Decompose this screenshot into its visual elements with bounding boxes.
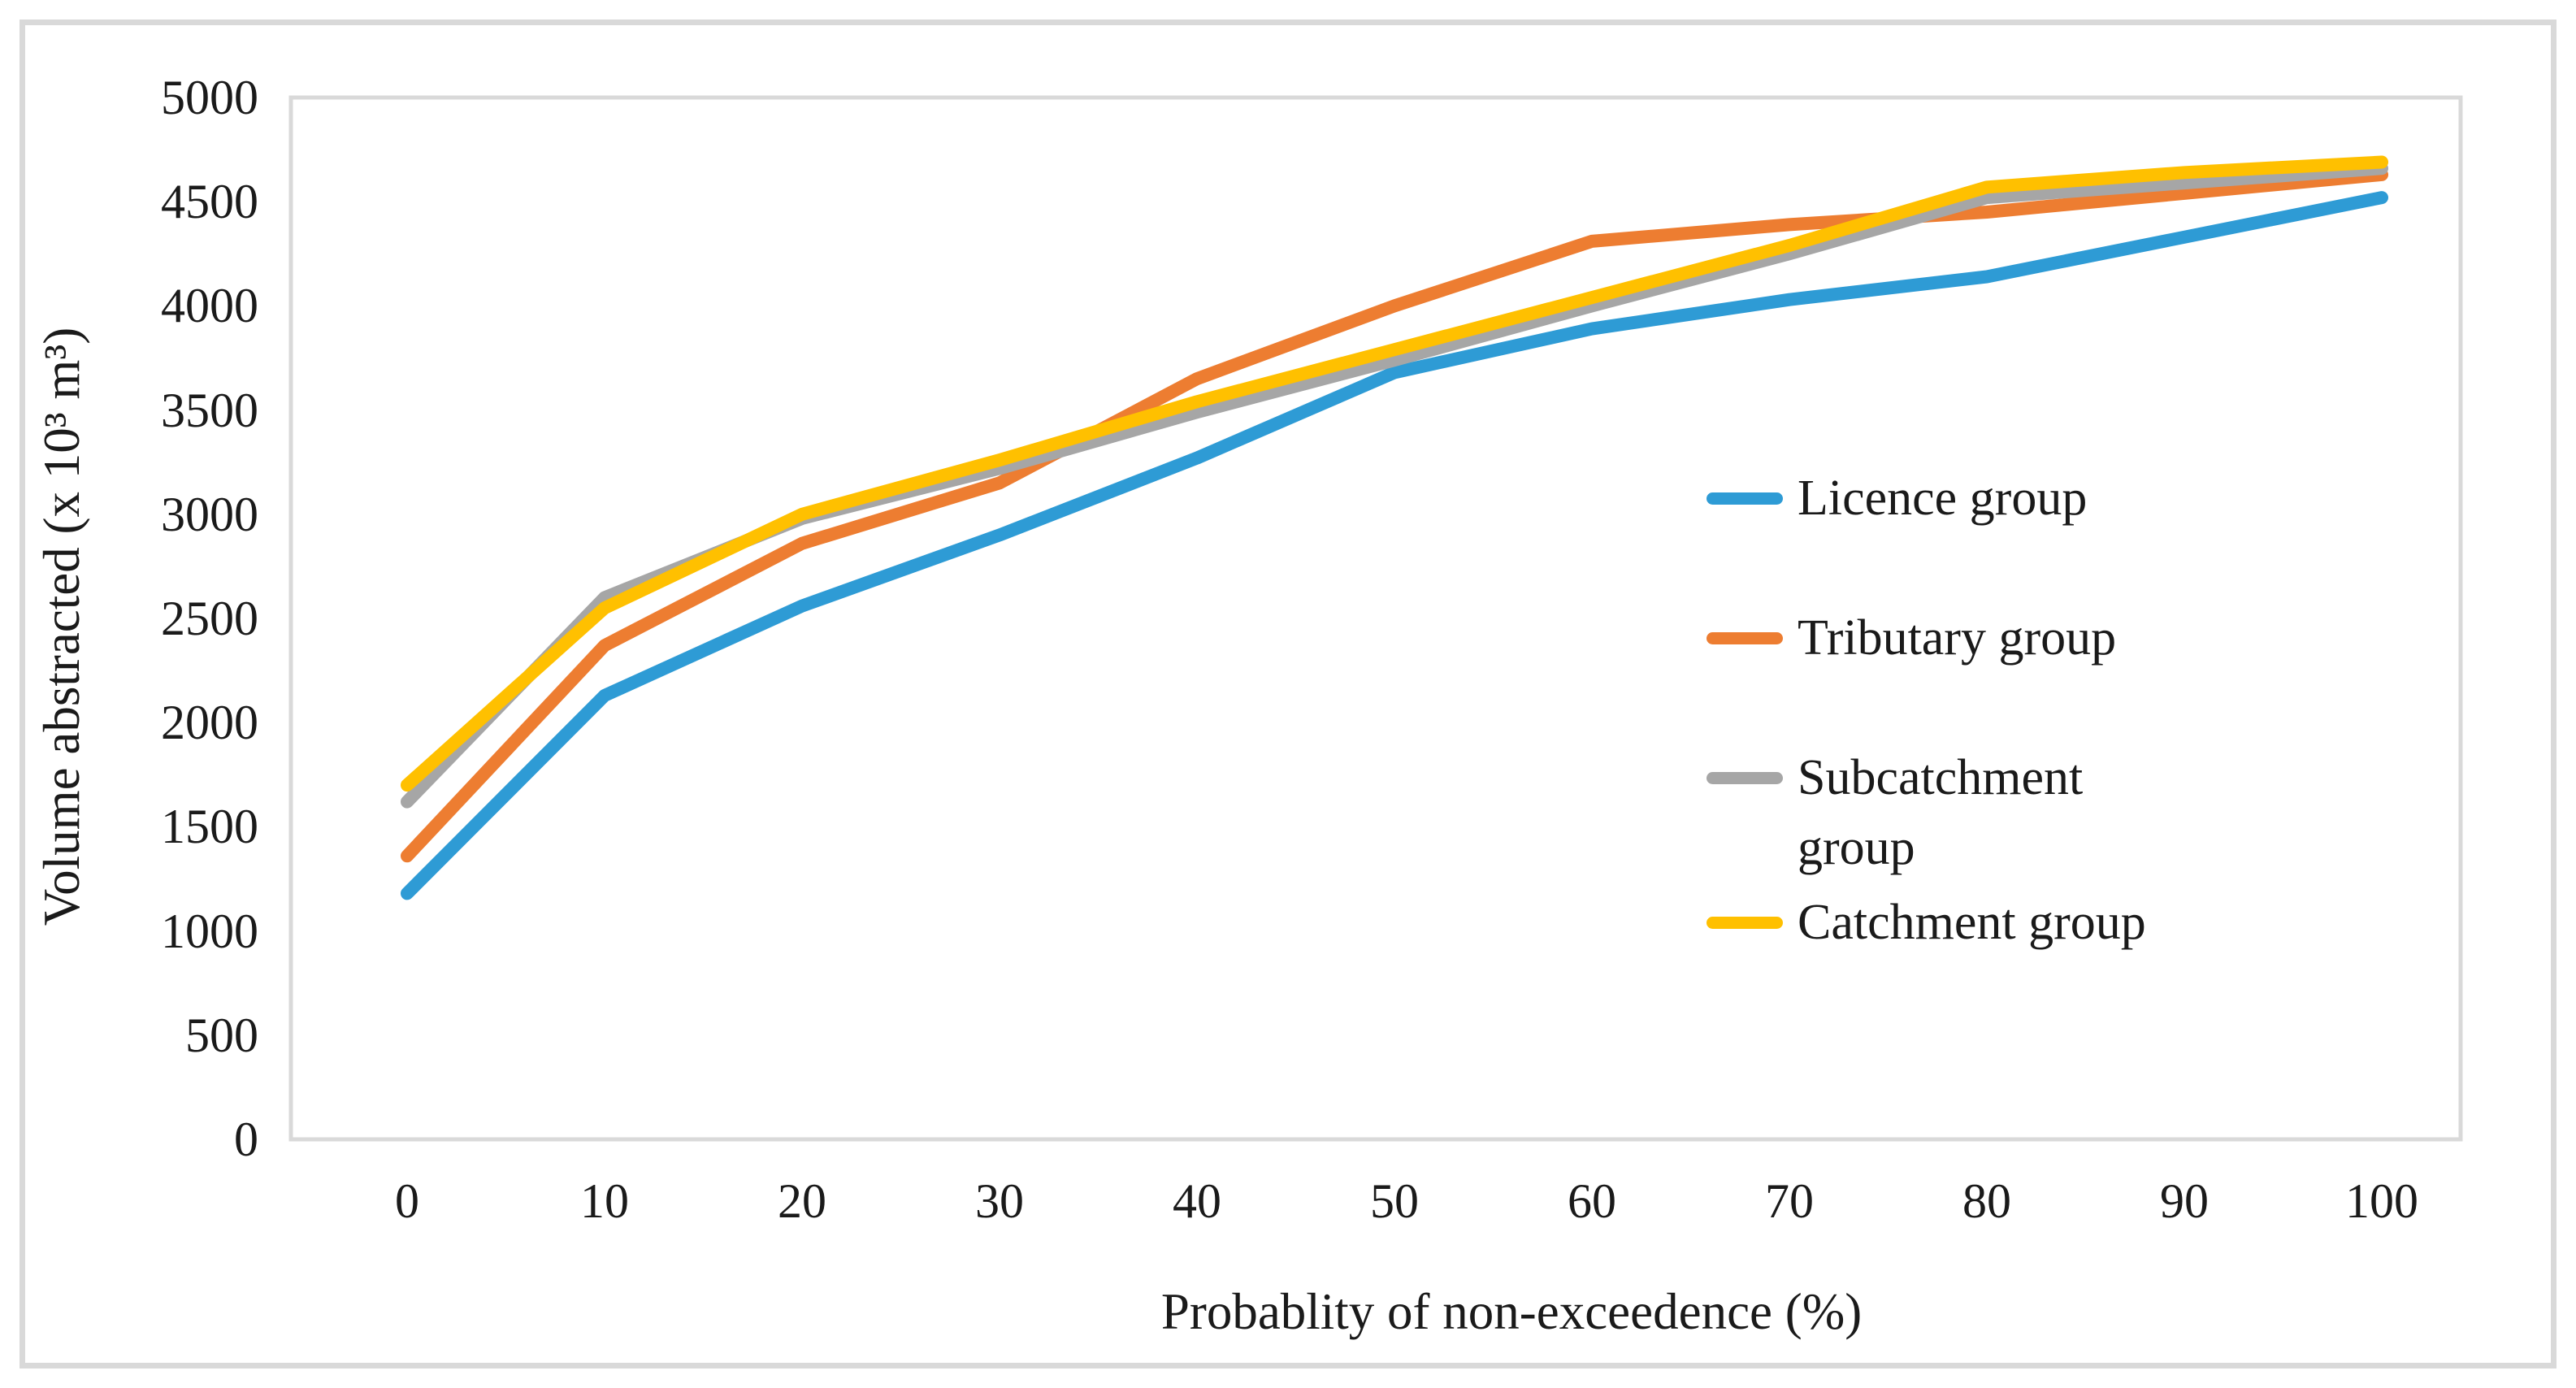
- x-tick-label: 20: [778, 1174, 826, 1228]
- x-axis-title: Probablity of non-exceedence (%): [1160, 1283, 1863, 1340]
- x-tick-label: 70: [1765, 1174, 1814, 1228]
- legend-label-line: Licence group: [1798, 471, 2088, 526]
- x-tick-label: 80: [1962, 1174, 2011, 1228]
- series-line-tributary-group: [401, 167, 2388, 863]
- series-group: [401, 155, 2388, 900]
- series-line-catchment-group: [401, 155, 2388, 792]
- x-tick-label: 0: [395, 1174, 419, 1228]
- y-tick-label: 4000: [161, 279, 258, 333]
- series-line-licence-group: [401, 191, 2388, 900]
- figure-border: [20, 20, 2556, 1368]
- y-tick-label: 1500: [161, 800, 258, 854]
- y-tick-label: 2000: [161, 696, 258, 750]
- legend-label: Subcatchment group: [1798, 743, 2083, 883]
- y-tick-label: 1000: [161, 904, 258, 958]
- y-tick-label: 500: [185, 1008, 258, 1062]
- y-tick-label: 0: [234, 1113, 258, 1166]
- y-tick-label: 5000: [161, 71, 258, 124]
- x-tick-label: 30: [975, 1174, 1024, 1228]
- legend-label-line: Catchment group: [1798, 895, 2146, 950]
- legend-label: Licence group: [1798, 463, 2087, 533]
- x-tick-label: 40: [1173, 1174, 1221, 1228]
- legend-label-line: Tributary group: [1798, 610, 2117, 666]
- x-tick-label: 50: [1370, 1174, 1419, 1228]
- x-tick-label: 60: [1568, 1174, 1616, 1228]
- x-tick-label: 10: [580, 1174, 629, 1228]
- legend-label: Tributary group: [1798, 603, 2116, 673]
- legend-swatch-line: [1706, 772, 1783, 784]
- y-tick-label: 3000: [161, 487, 258, 541]
- legend-swatch-line: [1706, 492, 1783, 505]
- y-tick-label: 3500: [161, 383, 258, 437]
- y-tick-label: 2500: [161, 592, 258, 645]
- x-tick-label: 100: [2345, 1174, 2418, 1228]
- legend-label: Catchment group: [1798, 887, 2146, 957]
- x-tick-label: 90: [2160, 1174, 2209, 1228]
- legend-label-line: group: [1798, 820, 1915, 875]
- legend-swatch-line: [1706, 632, 1783, 644]
- plot-area-border: [288, 95, 2463, 1142]
- legend-swatch-line: [1706, 917, 1783, 929]
- legend-label-line: Subcatchment: [1798, 750, 2084, 805]
- y-tick-label: 4500: [161, 175, 258, 229]
